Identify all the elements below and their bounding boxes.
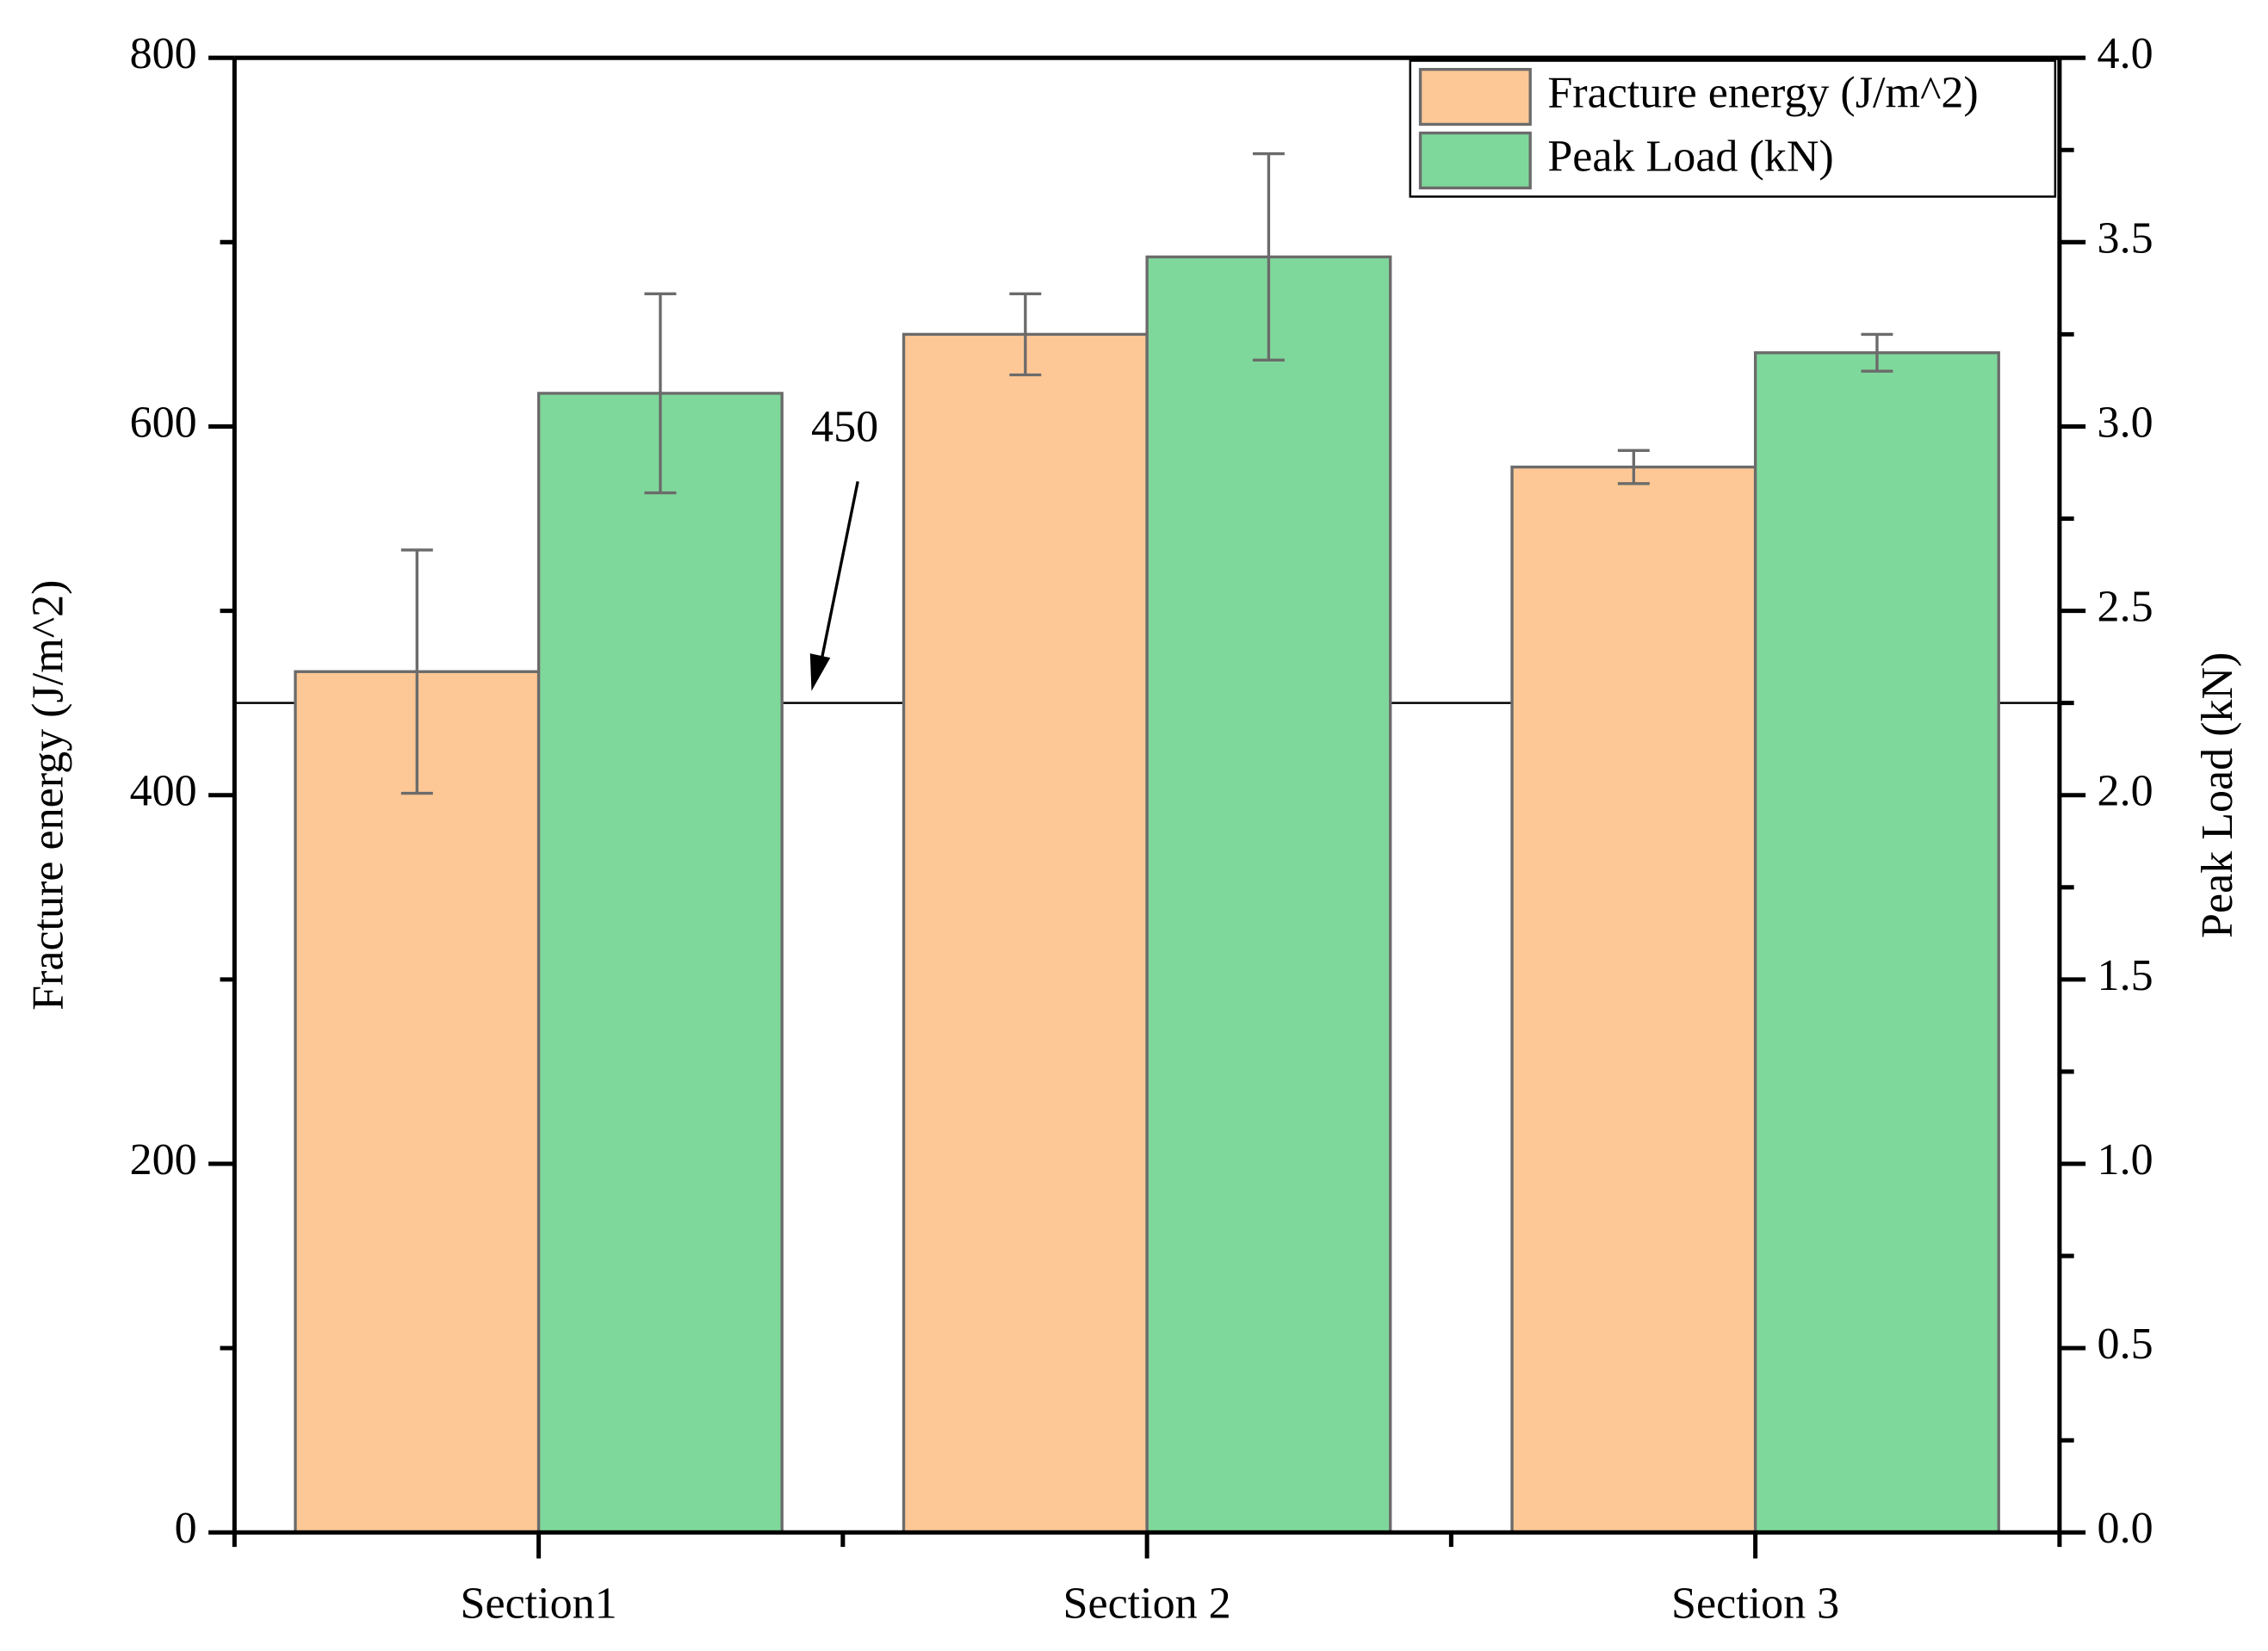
y2-tick-label: 1.5: [2098, 951, 2153, 1000]
legend-swatch: [1418, 67, 1532, 127]
y-tick-label: 200: [130, 1135, 197, 1184]
y2-tick-label: 3.0: [2098, 398, 2153, 447]
error-bar: [400, 548, 433, 795]
legend-label: Peak Load (kN): [1547, 132, 1833, 181]
legend-swatch: [1418, 131, 1532, 190]
bar: [1753, 351, 2000, 1534]
y2-tick-label: 2.0: [2098, 767, 2153, 816]
y2-tick-label: 0.5: [2098, 1320, 2153, 1369]
annotation-arrowhead: [809, 653, 831, 691]
y-tick-label: 800: [130, 29, 197, 78]
bar: [1145, 255, 1392, 1534]
y-axis-label: Fracture energy (J/m^2): [24, 580, 73, 1011]
bar: [536, 392, 784, 1534]
error-bar: [1252, 151, 1285, 362]
y-tick-label: 600: [130, 398, 197, 447]
y-tick-label: 0: [175, 1504, 197, 1553]
y2-tick-label: 0.0: [2098, 1504, 2153, 1553]
error-bar: [1009, 292, 1042, 377]
bar: [902, 332, 1149, 1534]
annotation: 450: [811, 402, 878, 451]
legend-label: Fracture energy (J/m^2): [1547, 68, 1978, 117]
x-tick-label: Section1: [461, 1580, 617, 1629]
y2-tick-label: 1.0: [2098, 1135, 2153, 1184]
y-tick-label: 400: [130, 767, 197, 816]
x-tick-label: Section 3: [1671, 1580, 1839, 1629]
y2-axis-label: Peak Load (kN): [2193, 652, 2242, 938]
y2-tick-label: 3.5: [2098, 213, 2153, 263]
error-bar: [1861, 332, 1893, 373]
error-bar: [644, 292, 677, 495]
bar: [1510, 465, 1757, 1534]
annotation-arrow: [817, 480, 859, 674]
bar: [294, 670, 541, 1534]
error-bar: [1617, 448, 1650, 485]
y2-tick-label: 4.0: [2098, 29, 2153, 78]
y2-tick-label: 2.5: [2098, 583, 2153, 632]
x-tick-label: Section 2: [1063, 1580, 1231, 1629]
